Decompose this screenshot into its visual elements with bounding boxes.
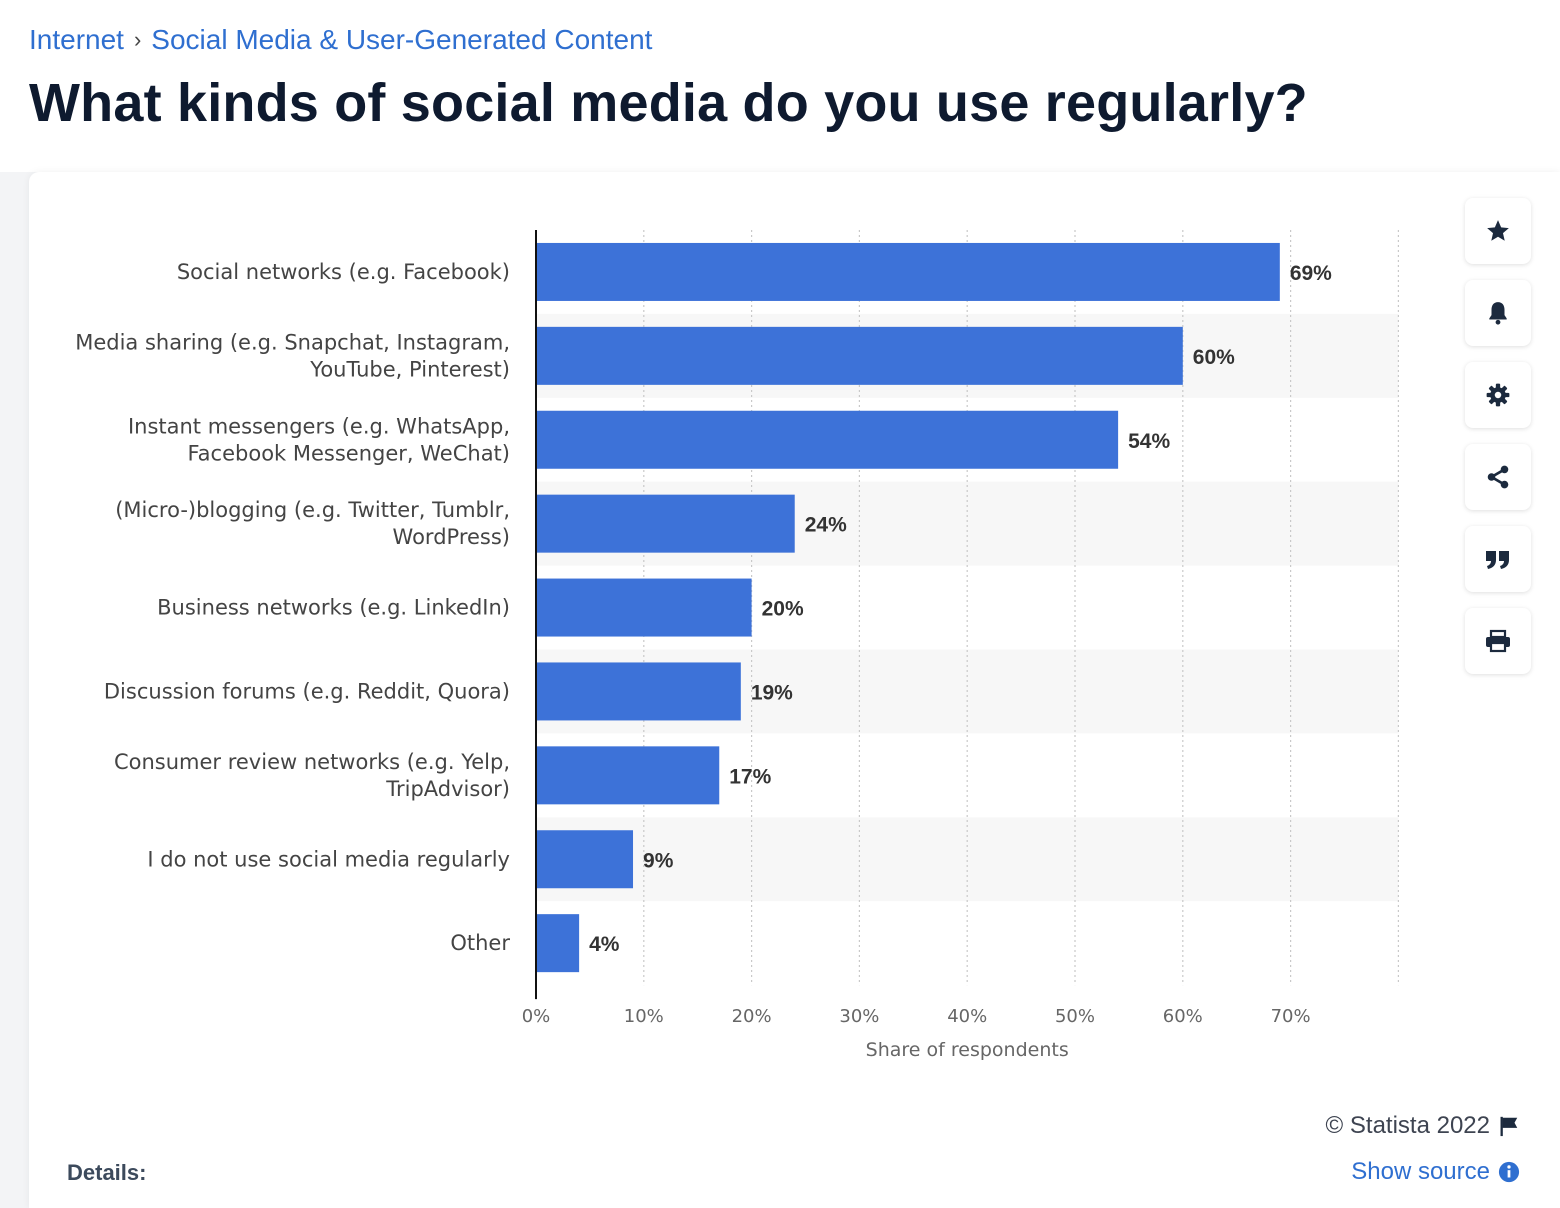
bar (536, 830, 634, 889)
info-icon (1498, 1161, 1520, 1183)
x-tick-label: 10% (624, 1006, 664, 1027)
category-label-line: TripAdvisor) (385, 777, 510, 801)
category-label-line: Discussion forums (e.g. Reddit, Quora) (104, 679, 510, 703)
settings-button[interactable] (1465, 362, 1531, 428)
category-label: Media sharing (e.g. Snapchat, Instagram,… (75, 330, 510, 381)
category-label: Business networks (e.g. LinkedIn) (157, 596, 510, 620)
bar (536, 242, 1280, 301)
category-label: I do not use social media regularly (147, 847, 510, 871)
notification-button[interactable] (1465, 280, 1531, 346)
x-tick-label: 0% (522, 1006, 551, 1027)
page-header: Internet › Social Media & User-Generated C… (0, 0, 1560, 172)
bar (536, 578, 752, 637)
star-icon (1487, 220, 1509, 241)
category-label: Consumer review networks (e.g. Yelp, Trip… (114, 750, 510, 801)
category-label-line: Other (450, 931, 510, 955)
page-title: What kinds of social media do you use re… (29, 73, 1308, 133)
category-label: Social networks (e.g. Facebook) (177, 260, 510, 284)
category-label-line: (Micro-)blogging (e.g. Twitter, Tumblr, (115, 498, 510, 522)
x-tick-label: 70% (1271, 1006, 1311, 1027)
print-icon (1486, 629, 1510, 653)
bar (536, 662, 741, 721)
category-label-line: Social networks (e.g. Facebook) (177, 260, 510, 284)
breadcrumb-link-social-media[interactable]: Social Media & User-Generated Content (151, 24, 653, 55)
data-label: 17% (729, 765, 771, 788)
data-label: 24% (805, 514, 847, 537)
data-label: 20% (762, 598, 804, 621)
copyright-credit: © Statista 2022 (1326, 1112, 1520, 1140)
chart-toolbar (1465, 198, 1533, 690)
details-label: Details: (67, 1160, 147, 1185)
quote-icon (1486, 551, 1509, 569)
chart-card: 69% Social networks (e.g. Facebook) 60% Med… (29, 172, 1560, 1208)
bar (536, 494, 795, 553)
x-tick-label: 40% (947, 1006, 987, 1027)
bar-chart: 69% Social networks (e.g. Facebook) 60% Med… (75, 230, 1400, 1061)
data-label: 9% (643, 849, 674, 872)
x-tick-label: 30% (839, 1006, 879, 1027)
category-label-line: Media sharing (e.g. Snapchat, Instagram, (75, 330, 510, 354)
breadcrumb: Internet › Social Media & User-Generated C… (29, 24, 652, 56)
category-label-line: I do not use social media regularly (147, 847, 510, 871)
category-label-line: Instant messengers (e.g. WhatsApp, (128, 414, 510, 438)
favorite-button[interactable] (1465, 198, 1531, 264)
x-tick-label: 20% (732, 1006, 772, 1027)
x-tick-label: 50% (1055, 1006, 1095, 1027)
cite-button[interactable] (1465, 526, 1531, 592)
bell-icon (1489, 302, 1507, 325)
gear-icon (1486, 383, 1510, 407)
category-label: Other (450, 931, 510, 955)
data-label: 19% (751, 681, 793, 704)
show-source-label: Show source (1351, 1158, 1490, 1185)
category-label: Discussion forums (e.g. Reddit, Quora) (104, 679, 510, 703)
bar (536, 746, 720, 805)
breadcrumb-link-internet[interactable]: Internet (29, 24, 124, 55)
category-label-line: Consumer review networks (e.g. Yelp, (114, 750, 510, 774)
x-axis-title: Share of respondents (866, 1039, 1069, 1061)
bar (536, 914, 580, 973)
data-label: 60% (1193, 346, 1235, 369)
data-label: 4% (589, 933, 620, 956)
category-label-line: WordPress) (393, 525, 510, 549)
category-label-line: Business networks (e.g. LinkedIn) (157, 596, 510, 620)
x-tick-label: 60% (1163, 1006, 1203, 1027)
category-label: (Micro-)blogging (e.g. Twitter, Tumblr, W… (115, 498, 510, 549)
bar (536, 326, 1183, 385)
breadcrumb-separator: › (133, 27, 142, 52)
category-label: Instant messengers (e.g. WhatsApp, Facebo… (128, 414, 510, 465)
data-label: 54% (1128, 430, 1170, 453)
credit-text: © Statista 2022 (1325, 1112, 1490, 1139)
share-icon (1487, 465, 1509, 489)
category-label-line: Facebook Messenger, WeChat) (188, 441, 510, 465)
data-label: 69% (1290, 262, 1332, 285)
bar (536, 410, 1119, 469)
category-label-line: YouTube, Pinterest) (309, 357, 510, 381)
show-source-link[interactable]: Show source (1351, 1158, 1520, 1186)
share-button[interactable] (1465, 444, 1531, 510)
print-button[interactable] (1465, 608, 1531, 674)
flag-icon[interactable] (1498, 1115, 1520, 1137)
